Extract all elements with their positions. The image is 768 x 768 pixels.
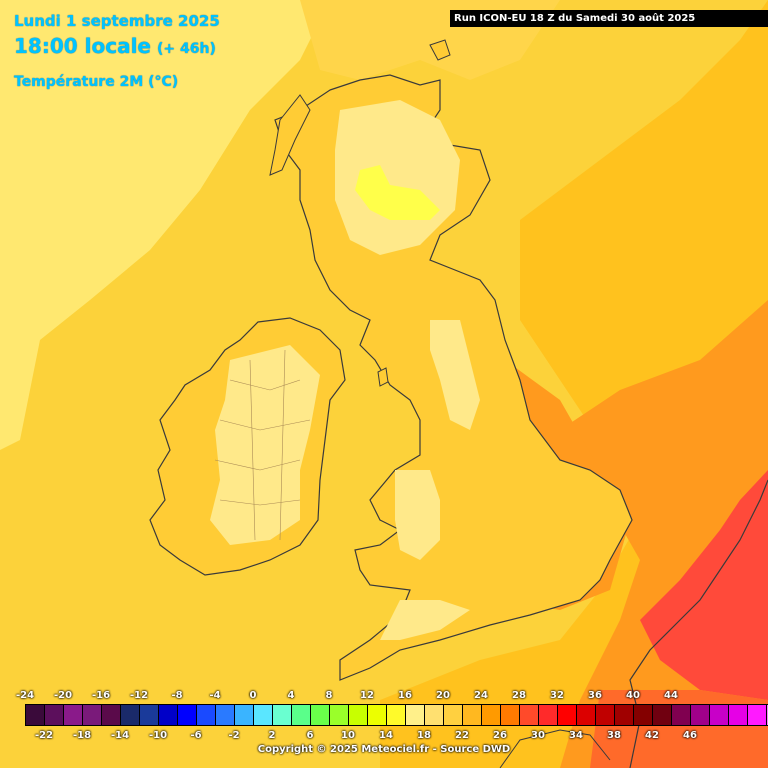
color-scale-legend: -24 -20 -16 -12 -8 -4 0 4 8 12 16 20 24 28 32 36 40 44 -22… [0, 684, 768, 768]
scale-swatch [672, 705, 691, 725]
scale-swatch [387, 705, 406, 725]
scale-swatch [368, 705, 387, 725]
scale-swatch [235, 705, 254, 725]
scale-tick-top: 40 [626, 690, 640, 701]
scale-tick-top: 8 [325, 690, 333, 701]
scale-swatch [216, 705, 235, 725]
scale-swatch [273, 705, 292, 725]
model-run-banner: Run ICON-EU 18 Z du Samedi 30 août 2025 [450, 10, 768, 27]
scale-tick-bottom: -14 [110, 730, 130, 741]
scale-tick-top: 0 [249, 690, 257, 701]
color-scale-bar [25, 704, 768, 726]
scale-swatch [539, 705, 558, 725]
hebrides-land [269, 94, 311, 176]
brittany-coast [499, 729, 611, 768]
ireland-county-borders [214, 349, 311, 541]
scale-tick-bottom: 38 [607, 730, 621, 741]
scale-swatch [140, 705, 159, 725]
scale-swatch [577, 705, 596, 725]
scale-swatch [254, 705, 273, 725]
scale-tick-top: 20 [436, 690, 450, 701]
scotland-highland-peak [355, 165, 440, 220]
scale-tick-bottom: 26 [493, 730, 507, 741]
scale-tick-top: -4 [209, 690, 221, 701]
scale-tick-top: 24 [474, 690, 488, 701]
scale-tick-bottom: 10 [341, 730, 355, 741]
scale-tick-top: 16 [398, 690, 412, 701]
forecast-date: Lundi 1 septembre 2025 [14, 12, 220, 30]
scale-swatch [292, 705, 311, 725]
scale-swatch [45, 705, 64, 725]
scale-tick-bottom: -18 [72, 730, 92, 741]
scale-tick-top: -16 [91, 690, 111, 701]
scale-tick-top: 36 [588, 690, 602, 701]
scale-tick-bottom: 30 [531, 730, 545, 741]
scale-tick-top: 4 [287, 690, 295, 701]
scale-swatch [121, 705, 140, 725]
scale-swatch [64, 705, 83, 725]
scale-tick-bottom: 42 [645, 730, 659, 741]
scale-swatch [729, 705, 748, 725]
scale-swatch [83, 705, 102, 725]
scale-tick-bottom: -6 [190, 730, 202, 741]
wales-cool [395, 470, 440, 560]
orkney-land [429, 39, 451, 61]
scale-tick-bottom: 2 [268, 730, 276, 741]
cool-atlantic-zone [0, 0, 330, 450]
forecast-lead-time: (+ 46h) [157, 41, 216, 57]
scale-tick-top: 44 [664, 690, 678, 701]
scale-swatch [710, 705, 729, 725]
scale-swatch [463, 705, 482, 725]
scale-tick-bottom: 14 [379, 730, 393, 741]
scale-tick-bottom: 18 [417, 730, 431, 741]
scale-tick-top: -24 [15, 690, 35, 701]
scale-tick-bottom: -10 [148, 730, 168, 741]
scale-swatch [349, 705, 368, 725]
scale-swatch [653, 705, 672, 725]
ireland-cool-interior [210, 345, 320, 545]
scale-tick-top: 12 [360, 690, 374, 701]
isle-of-man-land [377, 367, 389, 387]
scale-swatch [615, 705, 634, 725]
scale-swatch [311, 705, 330, 725]
scale-swatch [444, 705, 463, 725]
copyright-text: Copyright © 2025 Meteociel.fr - Source D… [257, 744, 511, 755]
scale-swatch [596, 705, 615, 725]
pennines-cool [430, 320, 480, 430]
scale-tick-bottom: 6 [306, 730, 314, 741]
scale-swatch [558, 705, 577, 725]
scale-tick-top: -20 [53, 690, 73, 701]
scale-tick-top: -8 [171, 690, 183, 701]
forecast-time: 18:00 locale (+ 46h) [14, 34, 216, 58]
scale-tick-bottom: 46 [683, 730, 697, 741]
scale-swatch [520, 705, 539, 725]
scale-swatch [102, 705, 121, 725]
scale-swatch [691, 705, 710, 725]
scale-swatch [501, 705, 520, 725]
scale-swatch [406, 705, 425, 725]
scale-swatch [159, 705, 178, 725]
scale-swatch [748, 705, 767, 725]
scale-swatch [482, 705, 501, 725]
scale-tick-top: -12 [129, 690, 149, 701]
forecast-time-value: 18:00 locale [14, 34, 151, 58]
scale-swatch [26, 705, 45, 725]
scale-swatch [634, 705, 653, 725]
parameter-title: Température 2M (°C) [14, 74, 179, 90]
hot-zone-continent [640, 470, 768, 700]
scale-tick-bottom: -22 [34, 730, 54, 741]
scale-swatch [178, 705, 197, 725]
scale-tick-top: 28 [512, 690, 526, 701]
scale-swatch [330, 705, 349, 725]
scale-tick-bottom: 34 [569, 730, 583, 741]
southwest-cool [380, 600, 470, 640]
scale-tick-bottom: -2 [228, 730, 240, 741]
scale-swatch [425, 705, 444, 725]
scale-swatch [197, 705, 216, 725]
scale-tick-top: 32 [550, 690, 564, 701]
continent-coast [629, 479, 768, 768]
scale-tick-bottom: 22 [455, 730, 469, 741]
